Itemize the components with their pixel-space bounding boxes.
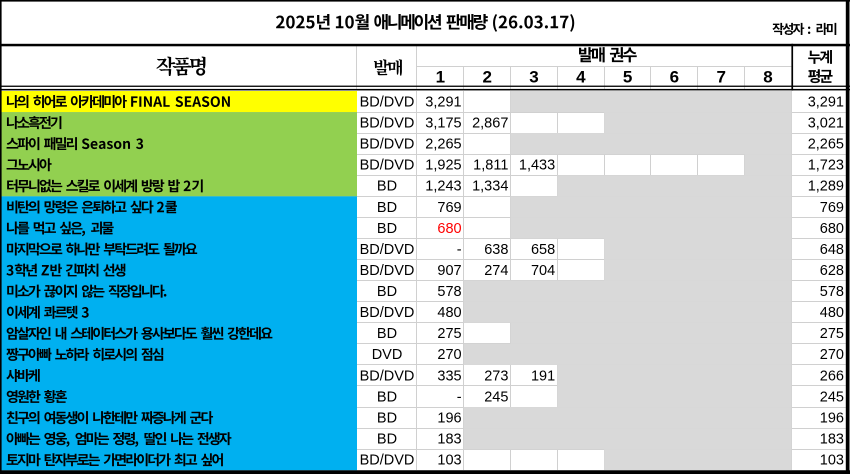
- svg-text:3,291: 3,291: [425, 94, 461, 110]
- svg-text:BD: BD: [377, 221, 397, 237]
- svg-text:769: 769: [437, 200, 461, 216]
- svg-text:BD/DVD: BD/DVD: [360, 263, 415, 279]
- svg-text:191: 191: [531, 368, 555, 384]
- svg-text:196: 196: [437, 410, 461, 426]
- svg-text:4: 4: [576, 68, 586, 87]
- svg-text:1,334: 1,334: [472, 179, 508, 195]
- svg-text:628: 628: [820, 263, 844, 279]
- svg-text:103: 103: [437, 453, 461, 469]
- svg-text:2: 2: [482, 68, 491, 87]
- svg-text:680: 680: [820, 221, 844, 237]
- svg-text:266: 266: [820, 368, 844, 384]
- svg-text:BD/DVD: BD/DVD: [360, 453, 415, 469]
- svg-text:BD: BD: [377, 179, 397, 195]
- svg-text:-: -: [457, 242, 462, 258]
- svg-text:1,433: 1,433: [519, 158, 555, 174]
- svg-text:3,291: 3,291: [808, 94, 844, 110]
- svg-text:BD: BD: [377, 389, 397, 405]
- svg-text:680: 680: [437, 221, 461, 237]
- svg-text:274: 274: [484, 263, 508, 279]
- svg-text:7: 7: [716, 68, 725, 87]
- svg-text:1: 1: [436, 68, 445, 87]
- svg-text:480: 480: [437, 305, 461, 321]
- svg-text:1,243: 1,243: [425, 179, 461, 195]
- svg-text:BD: BD: [377, 432, 397, 448]
- svg-text:BD/DVD: BD/DVD: [360, 137, 415, 153]
- svg-text:480: 480: [820, 305, 844, 321]
- svg-text:3,021: 3,021: [808, 116, 844, 132]
- svg-text:2,265: 2,265: [425, 137, 461, 153]
- svg-text:578: 578: [820, 284, 844, 300]
- svg-text:BD/DVD: BD/DVD: [360, 368, 415, 384]
- svg-text:103: 103: [820, 453, 844, 469]
- svg-text:2,867: 2,867: [472, 116, 508, 132]
- svg-text:275: 275: [437, 326, 461, 342]
- svg-text:8: 8: [763, 68, 772, 87]
- svg-text:335: 335: [437, 368, 461, 384]
- svg-text:3,175: 3,175: [425, 116, 461, 132]
- svg-text:648: 648: [820, 242, 844, 258]
- svg-text:1,925: 1,925: [425, 158, 461, 174]
- svg-text:658: 658: [531, 242, 555, 258]
- svg-text:769: 769: [820, 200, 844, 216]
- svg-text:1,723: 1,723: [808, 158, 844, 174]
- svg-text:183: 183: [820, 432, 844, 448]
- svg-text:BD/DVD: BD/DVD: [360, 116, 415, 132]
- svg-text:270: 270: [820, 347, 844, 363]
- svg-text:245: 245: [484, 389, 508, 405]
- svg-text:2,265: 2,265: [808, 137, 844, 153]
- svg-text:704: 704: [531, 263, 555, 279]
- svg-text:1,811: 1,811: [473, 158, 508, 174]
- svg-text:907: 907: [437, 263, 461, 279]
- svg-text:BD: BD: [377, 326, 397, 342]
- svg-text:BD: BD: [377, 200, 397, 216]
- svg-text:6: 6: [670, 68, 679, 87]
- svg-text:638: 638: [484, 242, 508, 258]
- svg-text:196: 196: [820, 410, 844, 426]
- svg-text:-: -: [457, 389, 462, 405]
- svg-text:270: 270: [437, 347, 461, 363]
- svg-text:DVD: DVD: [372, 347, 403, 363]
- svg-text:183: 183: [437, 432, 461, 448]
- svg-text:BD/DVD: BD/DVD: [360, 94, 415, 110]
- svg-text:BD/DVD: BD/DVD: [360, 158, 415, 174]
- svg-text:1,289: 1,289: [808, 179, 844, 195]
- svg-text:BD: BD: [377, 410, 397, 426]
- svg-text:578: 578: [437, 284, 461, 300]
- svg-text:275: 275: [820, 326, 844, 342]
- svg-text:BD: BD: [377, 284, 397, 300]
- svg-text:5: 5: [623, 68, 632, 87]
- svg-text:BD/DVD: BD/DVD: [360, 242, 415, 258]
- svg-text:BD/DVD: BD/DVD: [360, 305, 415, 321]
- svg-text:245: 245: [820, 389, 844, 405]
- svg-text:273: 273: [484, 368, 508, 384]
- svg-text:3: 3: [529, 68, 538, 87]
